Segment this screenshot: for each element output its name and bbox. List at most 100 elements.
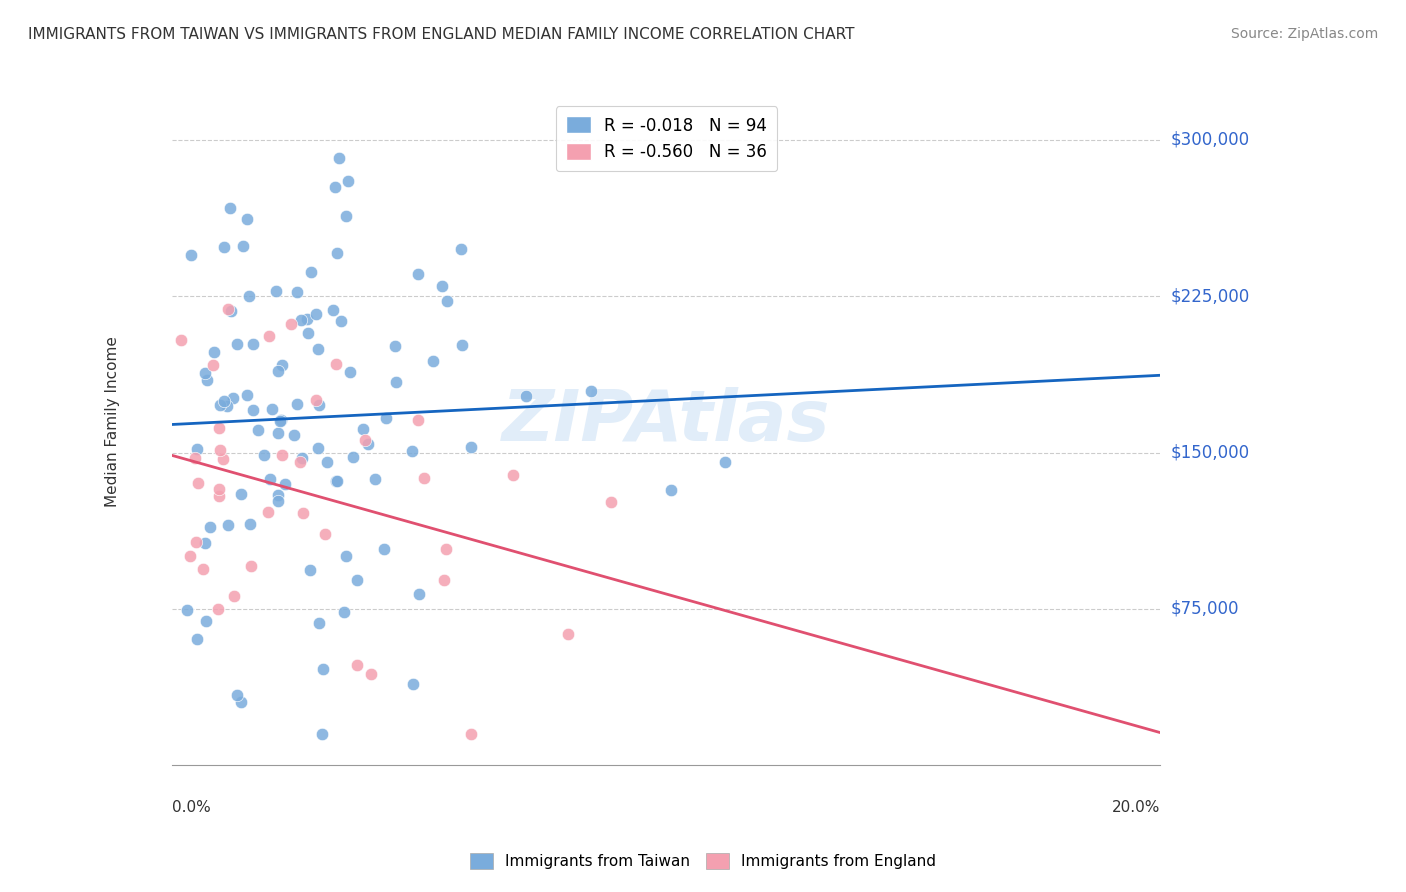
Point	[232, 239, 254, 253]
Point	[308, 615, 330, 630]
Point	[325, 475, 347, 489]
Point	[242, 337, 264, 351]
Point	[208, 482, 231, 496]
Point	[222, 391, 245, 405]
Point	[413, 471, 436, 485]
Point	[201, 358, 224, 372]
Point	[226, 337, 249, 351]
Point	[557, 627, 579, 641]
Point	[325, 179, 347, 194]
Point	[436, 293, 458, 308]
Point	[274, 477, 297, 491]
Point	[269, 413, 291, 427]
Point	[375, 411, 398, 425]
Point	[217, 518, 239, 533]
Point	[270, 358, 292, 372]
Point	[264, 284, 287, 298]
Point	[217, 301, 239, 316]
Point	[460, 440, 482, 454]
Text: 20.0%: 20.0%	[1112, 799, 1160, 814]
Point	[212, 452, 235, 467]
Point	[314, 526, 336, 541]
Point	[252, 448, 274, 462]
Point	[195, 373, 218, 387]
Point	[262, 401, 284, 416]
Point	[373, 542, 395, 557]
Point	[257, 329, 280, 343]
Point	[267, 494, 290, 508]
Point	[287, 285, 309, 299]
Text: Median Family Income: Median Family Income	[105, 336, 121, 507]
Point	[325, 357, 347, 371]
Point	[342, 450, 364, 464]
Point	[288, 455, 311, 469]
Point	[291, 451, 314, 466]
Point	[436, 541, 458, 556]
Point	[186, 442, 208, 456]
Point	[502, 467, 524, 482]
Point	[280, 317, 302, 331]
Point	[336, 174, 359, 188]
Point	[224, 589, 246, 603]
Text: Source: ZipAtlas.com: Source: ZipAtlas.com	[1230, 27, 1378, 41]
Point	[432, 573, 454, 587]
Point	[385, 376, 408, 390]
Point	[231, 487, 253, 501]
Point	[266, 364, 288, 378]
Point	[186, 535, 208, 549]
Point	[270, 449, 292, 463]
Point	[295, 312, 318, 326]
Point	[180, 247, 202, 261]
Point	[179, 549, 201, 563]
Point	[600, 495, 623, 509]
Point	[451, 338, 474, 352]
Text: ZIPAtlas: ZIPAtlas	[502, 387, 831, 456]
Point	[270, 413, 292, 427]
Point	[315, 455, 337, 469]
Point	[326, 246, 349, 260]
Point	[246, 423, 269, 437]
Point	[346, 574, 368, 588]
Point	[214, 393, 236, 408]
Text: $150,000: $150,000	[1170, 443, 1250, 461]
Point	[311, 727, 333, 741]
Point	[209, 398, 232, 412]
Point	[267, 488, 290, 502]
Point	[307, 343, 329, 357]
Point	[215, 399, 238, 413]
Point	[198, 520, 221, 534]
Point	[242, 403, 264, 417]
Point	[406, 413, 429, 427]
Text: IMMIGRANTS FROM TAIWAN VS IMMIGRANTS FROM ENGLAND MEDIAN FAMILY INCOME CORRELATI: IMMIGRANTS FROM TAIWAN VS IMMIGRANTS FRO…	[28, 27, 855, 42]
Point	[422, 354, 444, 368]
Point	[406, 268, 429, 282]
Point	[290, 312, 312, 326]
Point	[193, 562, 215, 576]
Legend: Immigrants from Taiwan, Immigrants from England: Immigrants from Taiwan, Immigrants from …	[464, 847, 942, 875]
Point	[231, 695, 253, 709]
Text: $75,000: $75,000	[1170, 600, 1239, 618]
Point	[352, 422, 374, 436]
Point	[335, 209, 357, 223]
Point	[170, 333, 193, 347]
Point	[218, 201, 240, 215]
Point	[208, 443, 231, 458]
Text: $225,000: $225,000	[1170, 287, 1250, 305]
Point	[208, 489, 231, 503]
Point	[187, 476, 209, 491]
Point	[346, 657, 368, 672]
Point	[202, 345, 225, 359]
Point	[402, 676, 425, 690]
Point	[384, 339, 406, 353]
Point	[267, 425, 290, 440]
Point	[297, 326, 319, 340]
Point	[305, 307, 328, 321]
Point	[283, 428, 305, 442]
Point	[312, 662, 335, 676]
Point	[339, 364, 361, 378]
Text: 0.0%: 0.0%	[173, 799, 211, 814]
Point	[194, 366, 217, 380]
Point	[401, 444, 423, 458]
Point	[354, 433, 377, 447]
Point	[186, 632, 208, 647]
